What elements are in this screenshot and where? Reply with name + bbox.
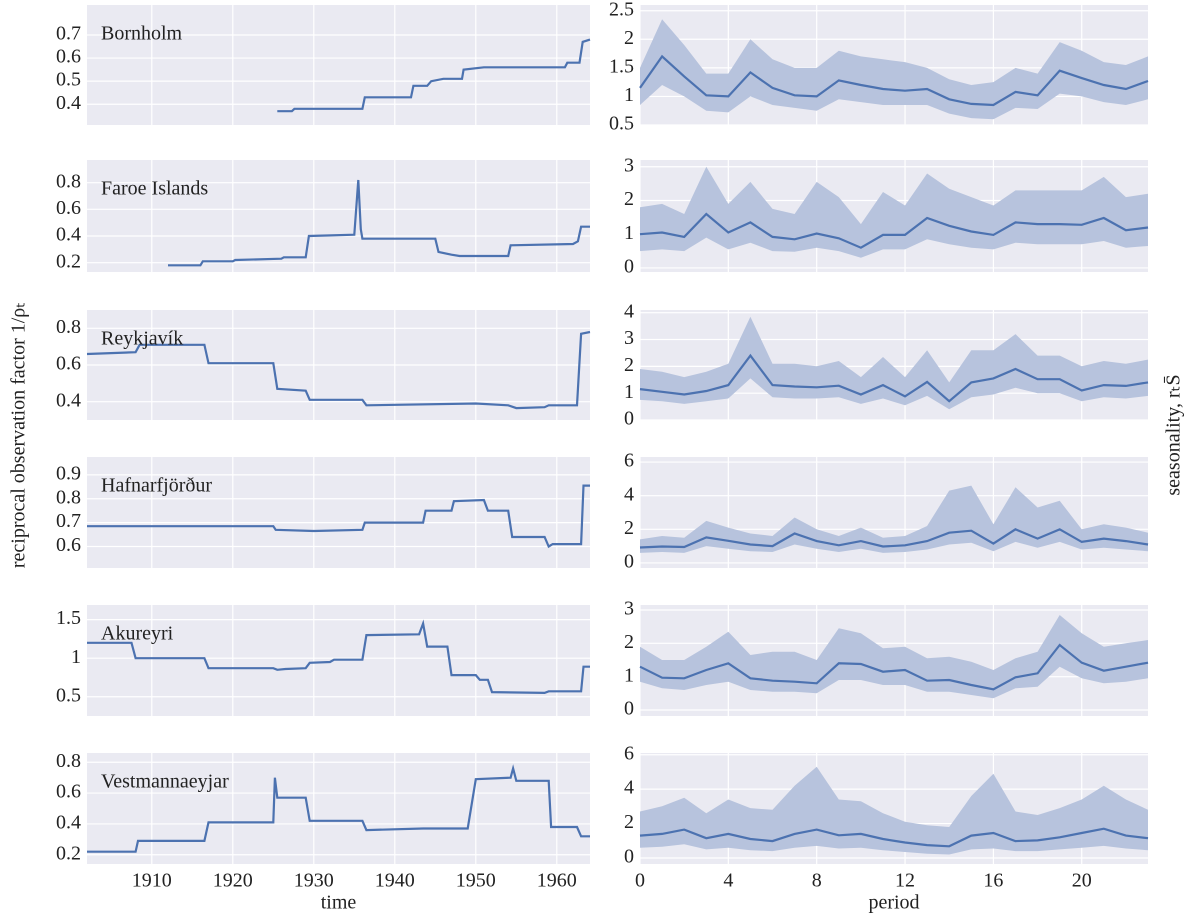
- confidence-band: [640, 615, 1148, 699]
- x-axis-label: period: [868, 892, 919, 914]
- y-tick-label: 0: [624, 408, 634, 430]
- confidence-band: [640, 19, 1148, 120]
- y-tick-label: 0.4: [56, 92, 81, 114]
- x-tick-label: 4: [723, 870, 733, 892]
- y-tick-label: 0.6: [56, 197, 81, 219]
- y-tick-label: 0.6: [56, 534, 81, 556]
- y-tick-label: 2: [624, 188, 634, 210]
- panel-label: Hafnarfjörður: [101, 475, 212, 497]
- data-line: [639, 643, 1149, 691]
- y-tick-label: 0.8: [56, 316, 81, 338]
- y-tick-label: 0: [624, 846, 634, 868]
- plot-background: [87, 753, 590, 864]
- y-tick-label: 0.6: [56, 781, 81, 803]
- y-tick-label: 2: [624, 811, 634, 833]
- y-tick-label: 2.5: [609, 0, 634, 20]
- data-line: [87, 484, 590, 549]
- data-line: [168, 179, 590, 267]
- confidence-band: [640, 485, 1148, 553]
- y-axis-label: seasonality, rₜS̄: [1163, 374, 1185, 495]
- plot-background: [87, 160, 590, 272]
- y-tick-label: 2: [624, 631, 634, 653]
- y-tick-label: 0.8: [56, 750, 81, 772]
- panel-label: Bornholm: [101, 23, 183, 45]
- x-tick-label: 8: [812, 870, 822, 892]
- y-tick-label: 0.8: [56, 486, 81, 508]
- y-tick-label: 4: [624, 300, 634, 322]
- y-tick-label: 1.5: [609, 55, 634, 77]
- y-tick-label: 0.7: [56, 23, 81, 45]
- data-line: [639, 827, 1149, 848]
- data-line: [639, 212, 1149, 249]
- y-tick-label: 4: [624, 777, 634, 799]
- y-tick-label: 2: [624, 27, 634, 49]
- y-tick-label: 0.7: [56, 510, 81, 532]
- x-tick-label: 1920: [213, 870, 253, 892]
- y-tick-label: 1: [624, 84, 634, 106]
- y-tick-label: 0.5: [56, 69, 81, 91]
- y-tick-label: 1: [71, 646, 81, 668]
- y-tick-label: 1.5: [56, 607, 81, 629]
- y-tick-label: 1: [624, 222, 634, 244]
- y-tick-label: 0.8: [56, 170, 81, 192]
- panel-label: Vestmannaeyjar: [101, 771, 229, 793]
- panel-label: Akureyri: [101, 623, 174, 645]
- y-tick-label: 0: [624, 551, 634, 573]
- panel-label: Faroe Islands: [101, 178, 208, 200]
- y-tick-label: 0.4: [56, 812, 81, 834]
- y-tick-label: 0.5: [609, 113, 634, 135]
- data-line: [87, 764, 590, 853]
- y-tick-label: 0.6: [56, 46, 81, 68]
- data-line: [277, 38, 591, 113]
- y-tick-label: 4: [624, 483, 634, 505]
- y-tick-label: 3: [624, 598, 634, 620]
- data-line: [639, 54, 1149, 107]
- confidence-band: [640, 316, 1148, 410]
- y-tick-label: 1: [624, 381, 634, 403]
- y-tick-label: 3: [624, 154, 634, 176]
- x-tick-label: 1910: [132, 870, 172, 892]
- x-tick-label: 20: [1072, 870, 1092, 892]
- y-tick-label: 0: [624, 698, 634, 720]
- y-tick-label: 0.9: [56, 462, 81, 484]
- data-line: [639, 353, 1149, 403]
- x-tick-label: 16: [983, 870, 1003, 892]
- x-tick-label: 1950: [456, 870, 496, 892]
- panel-label: Reykjavík: [101, 328, 183, 350]
- x-tick-label: 0: [635, 870, 645, 892]
- data-line: [87, 619, 590, 695]
- y-tick-label: 6: [624, 450, 634, 472]
- y-tick-label: 3: [624, 327, 634, 349]
- y-axis-label: reciprocal observation factor 1/ρₜ: [8, 302, 30, 568]
- y-tick-label: 2: [624, 354, 634, 376]
- x-tick-label: 1930: [294, 870, 334, 892]
- confidence-band: [640, 766, 1148, 855]
- y-tick-label: 0.4: [56, 389, 81, 411]
- y-tick-label: 0.2: [56, 842, 81, 864]
- y-tick-label: 0.5: [56, 684, 81, 706]
- x-tick-label: 12: [895, 870, 915, 892]
- y-tick-label: 1: [624, 664, 634, 686]
- y-tick-label: 0: [624, 256, 634, 278]
- x-tick-label: 1960: [537, 870, 577, 892]
- y-tick-label: 6: [624, 742, 634, 764]
- y-tick-label: 2: [624, 517, 634, 539]
- y-tick-label: 0.4: [56, 224, 81, 246]
- y-tick-label: 0.6: [56, 353, 81, 375]
- y-tick-label: 0.2: [56, 250, 81, 272]
- x-tick-label: 1940: [375, 870, 415, 892]
- x-axis-label: time: [321, 892, 357, 914]
- data-line: [639, 528, 1149, 549]
- plot-background: [87, 5, 590, 125]
- confidence-band: [640, 166, 1148, 258]
- data-line: [86, 330, 591, 410]
